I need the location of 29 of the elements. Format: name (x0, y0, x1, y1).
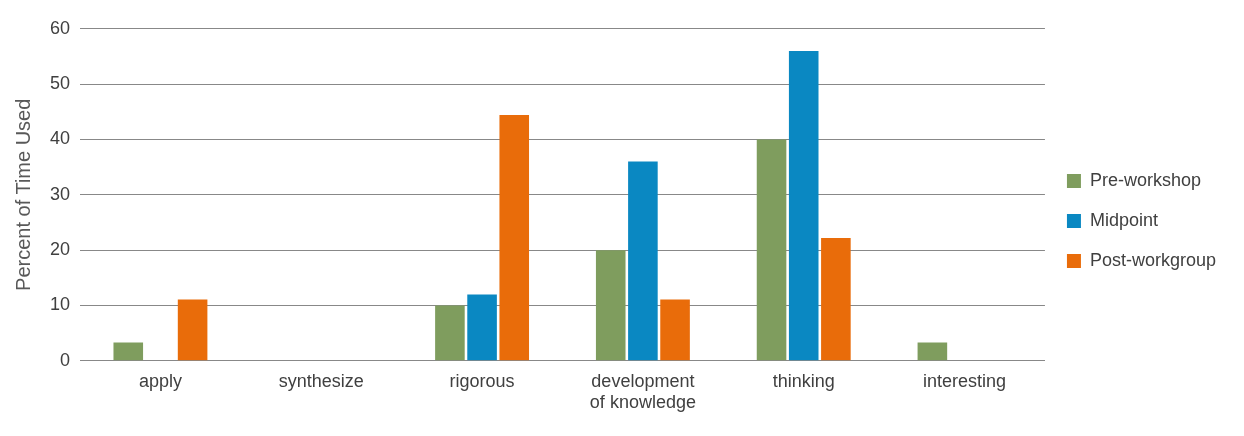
bar (177, 299, 208, 361)
bar (435, 305, 465, 361)
y-tick-label: 10 (49, 294, 71, 315)
bar (660, 299, 690, 361)
y-tick-label: 40 (49, 128, 71, 149)
bar (595, 250, 626, 361)
x-tick-label: synthesize (278, 370, 364, 391)
legend-label: Midpoint (1089, 209, 1158, 230)
legend-label: Pre-workshop (1089, 169, 1201, 190)
y-tick-label: 50 (49, 73, 71, 94)
bar (917, 342, 948, 361)
bar (821, 237, 851, 361)
y-axis-title: Percent of Time Used (11, 98, 34, 291)
y-tick-label: 20 (49, 239, 71, 260)
bar (756, 139, 787, 361)
x-tick-label: development of knowledge (589, 370, 696, 413)
bar (628, 161, 658, 361)
y-tick-label: 30 (49, 183, 71, 204)
bar (499, 115, 530, 361)
x-tick-label: interesting (923, 370, 1007, 391)
bar (788, 50, 819, 361)
bar (467, 294, 497, 361)
x-tick-label: thinking (772, 370, 835, 391)
x-tick-label: rigorous (449, 370, 515, 391)
x-tick-label: apply (138, 370, 182, 391)
y-tick-label: 0 (60, 349, 71, 370)
bar (113, 342, 144, 361)
y-tick-label: 60 (49, 17, 71, 38)
legend-label: Post-workgroup (1089, 249, 1217, 270)
